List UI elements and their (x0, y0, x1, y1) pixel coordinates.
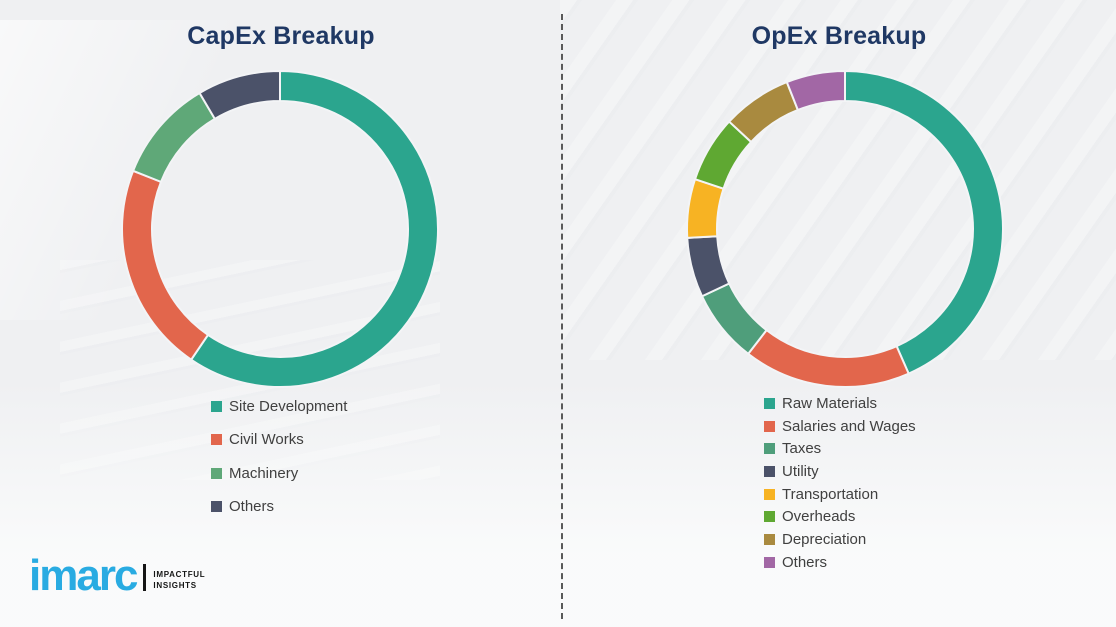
legend-label: Utility (782, 462, 819, 480)
legend-swatch (764, 488, 775, 500)
legend-label: Salaries and Wages (782, 417, 916, 435)
legend-label: Taxes (782, 440, 822, 458)
imarc-logo: imarc IMPACTFUL INSIGHTS (29, 551, 205, 600)
legend-swatch (764, 420, 775, 432)
legend-item-overheads: Overheads (764, 505, 916, 528)
legend-item-machinery: Machinery (211, 457, 347, 490)
legend-swatch (211, 401, 222, 413)
donut-segment-machinery (132, 92, 216, 183)
legend-label: Overheads (782, 508, 856, 526)
legend-item-salaries-and-wages: Salaries and Wages (764, 415, 916, 438)
capex-chart-title: CapEx Breakup (187, 22, 375, 50)
donut-segment-transportation (686, 178, 725, 239)
legend-item-depreciation: Depreciation (764, 528, 916, 551)
legend-label: Site Development (229, 398, 348, 416)
vertical-dashed-divider (561, 14, 563, 619)
legend-item-others: Others (764, 551, 916, 574)
legend-item-site-development: Site Development (211, 390, 347, 423)
logo-divider-bar (143, 564, 147, 592)
legend-label: Machinery (229, 464, 299, 482)
logo-tagline-line2: INSIGHTS (153, 580, 197, 590)
legend-swatch (764, 511, 775, 523)
legend-swatch (764, 397, 775, 409)
legend-label: Others (229, 498, 275, 516)
legend-item-others: Others (211, 490, 347, 523)
legend-label: Others (782, 553, 828, 571)
donut-segment-site-development (190, 70, 439, 388)
capex-donut-chart (121, 70, 439, 388)
imarc-logo-wordmark: imarc (29, 551, 138, 600)
capex-legend: Site Development Civil Works Machinery Othe… (211, 390, 347, 523)
legend-item-transportation: Transportation (764, 483, 916, 506)
donut-segment-salaries-and-wages (747, 329, 910, 388)
legend-swatch (764, 556, 775, 568)
donut-segment-others (198, 70, 281, 120)
legend-label: Transportation (782, 485, 879, 503)
logo-tagline: IMPACTFUL INSIGHTS (153, 570, 205, 591)
legend-swatch (764, 533, 775, 545)
legend-swatch (764, 465, 775, 477)
opex-donut-chart (686, 70, 1004, 388)
logo-tagline-line1: IMPACTFUL (153, 570, 206, 580)
legend-swatch (211, 467, 222, 479)
legend-swatch (764, 443, 775, 455)
donut-segment-civil-works (121, 169, 210, 361)
legend-item-raw-materials: Raw Materials (764, 392, 916, 415)
legend-item-utility: Utility (764, 460, 916, 483)
legend-item-civil-works: Civil Works (211, 423, 347, 456)
legend-swatch (211, 501, 222, 513)
donut-segment-utility (686, 235, 731, 298)
legend-label: Civil Works (229, 431, 304, 449)
legend-swatch (211, 434, 222, 446)
opex-chart-title: OpEx Breakup (751, 22, 927, 50)
donut-segment-raw-materials (844, 70, 1004, 375)
legend-label: Raw Materials (782, 394, 878, 412)
donut-segment-others (785, 70, 846, 111)
donut-segment-taxes (701, 282, 768, 355)
legend-label: Depreciation (782, 530, 867, 548)
legend-item-taxes: Taxes (764, 437, 916, 460)
opex-legend: Raw Materials Salaries and Wages Taxes Util… (764, 392, 916, 574)
